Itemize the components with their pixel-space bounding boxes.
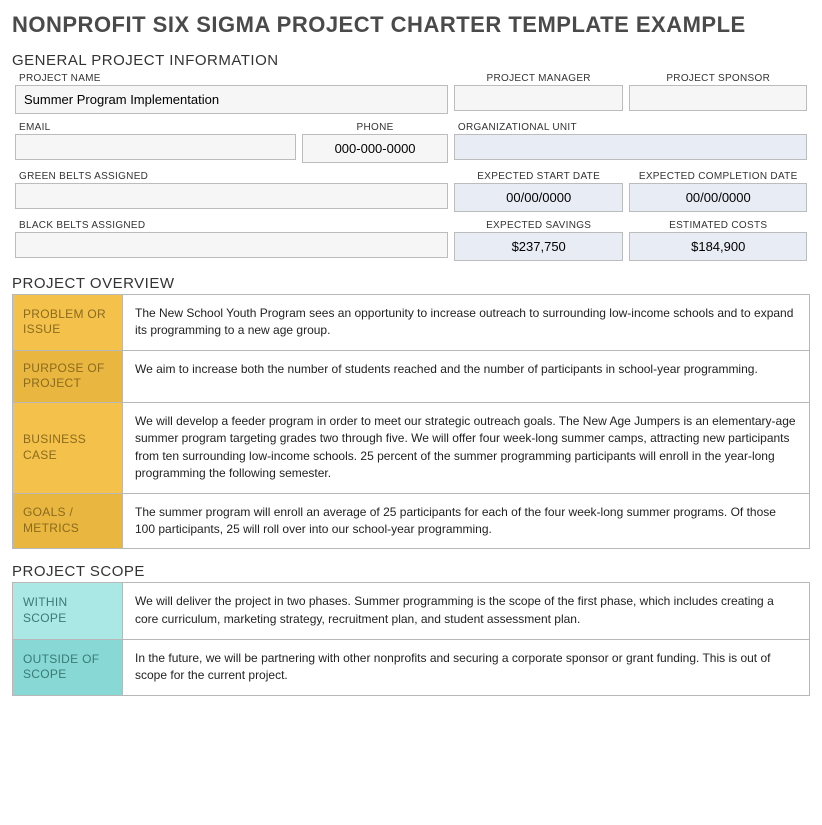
label-black-belts: BLACK BELTS ASSIGNED [15, 218, 448, 232]
label-org-unit: ORGANIZATIONAL UNIT [454, 120, 807, 134]
value-black-belts [15, 232, 448, 258]
general-info-table: PROJECT NAME PROJECT MANAGER PROJECT SPO… [12, 71, 810, 114]
overview-problem-label: PROBLEM OR ISSUE [13, 295, 123, 351]
section-general-title: GENERAL PROJECT INFORMATION [12, 52, 810, 69]
value-email [15, 134, 296, 160]
value-org-unit [454, 134, 807, 160]
label-email: EMAIL [15, 120, 296, 134]
overview-business-content: We will develop a feeder program in orde… [123, 402, 810, 493]
value-project-manager [454, 85, 624, 111]
value-start-date: 00/00/0000 [454, 183, 624, 212]
value-estimated-costs: $184,900 [629, 232, 807, 261]
belts-costs-table: BLACK BELTS ASSIGNED EXPECTED SAVINGS ES… [12, 218, 810, 261]
scope-outside-content: In the future, we will be partnering wit… [123, 639, 810, 695]
overview-goals-content: The summer program will enroll an averag… [123, 493, 810, 549]
label-project-manager: PROJECT MANAGER [454, 71, 624, 85]
label-green-belts: GREEN BELTS ASSIGNED [15, 169, 448, 183]
overview-purpose-label: PURPOSE OF PROJECT [13, 350, 123, 402]
section-overview-title: PROJECT OVERVIEW [12, 275, 810, 292]
scope-table: WITHIN SCOPE We will deliver the project… [12, 582, 810, 695]
page-title: NONPROFIT SIX SIGMA PROJECT CHARTER TEMP… [12, 12, 810, 38]
label-completion-date: EXPECTED COMPLETION DATE [629, 169, 807, 183]
overview-table: PROBLEM OR ISSUE The New School Youth Pr… [12, 294, 810, 549]
value-green-belts [15, 183, 448, 209]
value-completion-date: 00/00/0000 [629, 183, 807, 212]
scope-within-label: WITHIN SCOPE [13, 583, 123, 639]
value-expected-savings: $237,750 [454, 232, 624, 261]
overview-business-label: BUSINESS CASE [13, 402, 123, 493]
label-project-name: PROJECT NAME [15, 71, 448, 85]
overview-goals-label: GOALS / METRICS [13, 493, 123, 549]
label-expected-savings: EXPECTED SAVINGS [454, 218, 624, 232]
value-phone: 000-000-0000 [302, 134, 448, 163]
value-project-name: Summer Program Implementation [15, 85, 448, 114]
scope-outside-label: OUTSIDE OF SCOPE [13, 639, 123, 695]
label-estimated-costs: ESTIMATED COSTS [629, 218, 807, 232]
overview-problem-content: The New School Youth Program sees an opp… [123, 295, 810, 351]
scope-within-content: We will deliver the project in two phase… [123, 583, 810, 639]
label-start-date: EXPECTED START DATE [454, 169, 624, 183]
value-project-sponsor [629, 85, 807, 111]
overview-purpose-content: We aim to increase both the number of st… [123, 350, 810, 402]
section-scope-title: PROJECT SCOPE [12, 563, 810, 580]
belts-dates-table: GREEN BELTS ASSIGNED EXPECTED START DATE… [12, 169, 810, 212]
label-phone: PHONE [302, 120, 448, 134]
contact-info-table: EMAIL PHONE ORGANIZATIONAL UNIT 000-000-… [12, 120, 810, 163]
label-project-sponsor: PROJECT SPONSOR [629, 71, 807, 85]
